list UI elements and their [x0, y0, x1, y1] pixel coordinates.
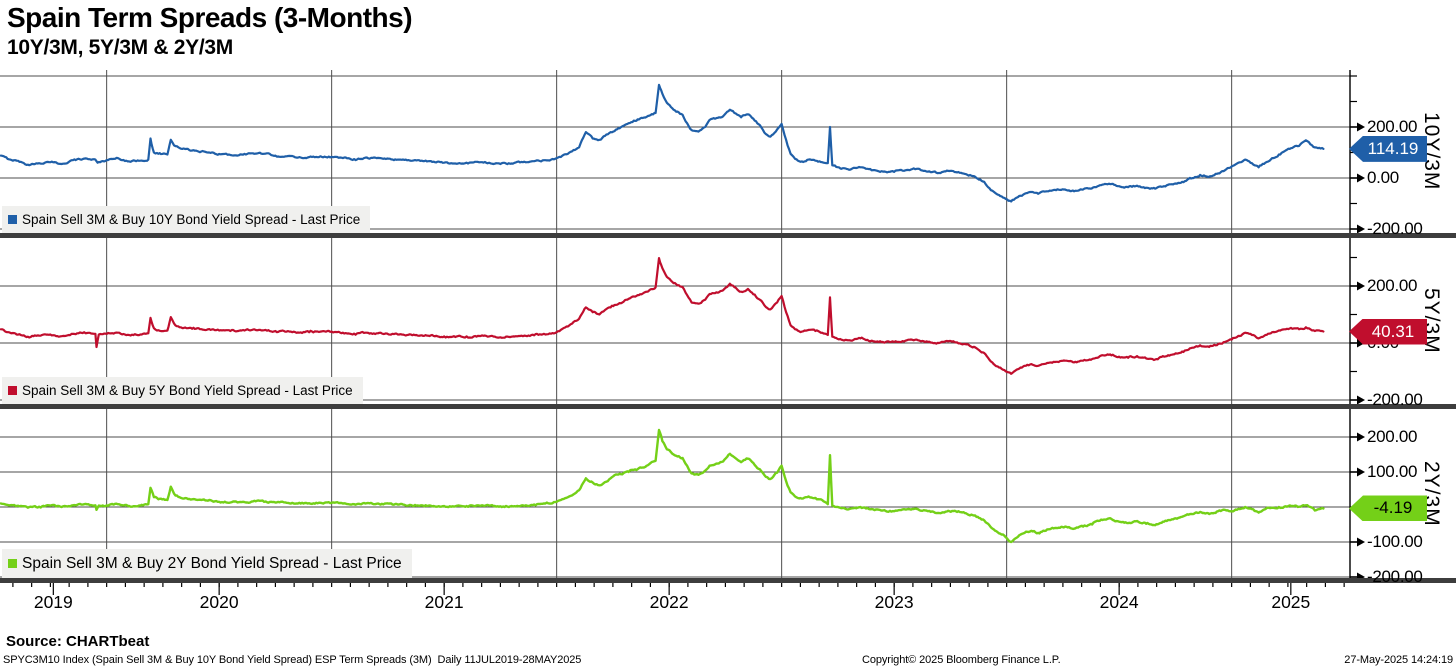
last-price-badge-10y3m: 114.19 [1349, 135, 1427, 162]
timestamp: 27-May-2025 14:24:19 [1344, 654, 1453, 666]
x-axis-ticks [12, 583, 1345, 595]
copyright-notice: Copyright© 2025 Bloomberg Finance L.P. [862, 654, 1061, 666]
x-axis-year-2022: 2022 [649, 592, 689, 612]
axis-tick-label-2y3m: -200.00 [1367, 567, 1423, 586]
axis-tick-label-2y3m: 100.00 [1367, 462, 1418, 481]
legend-10y3m: Spain Sell 3M & Buy 10Y Bond Yield Sprea… [2, 206, 371, 233]
source-label: Source: CHARTbeat [6, 633, 150, 650]
legend-2y3m: Spain Sell 3M & Buy 2Y Bond Yield Spread… [2, 549, 412, 578]
panel-separator-2 [0, 404, 1456, 409]
page-subtitle: 10Y/3M, 5Y/3M & 2Y/3M [7, 36, 233, 59]
legend-label-2y3m: Spain Sell 3M & Buy 2Y Bond Yield Spread… [22, 554, 402, 572]
axis-tick-label-2y3m: 200.00 [1367, 427, 1418, 446]
axis-tick-label-2y3m: -100.00 [1367, 532, 1423, 551]
last-price-badge-2y3m: -4.19 [1349, 495, 1427, 522]
legend-label-10y3m: Spain Sell 3M & Buy 10Y Bond Yield Sprea… [22, 212, 361, 227]
last-price-badge-5y3m: 40.31 [1349, 318, 1427, 345]
x-axis-year-2025: 2025 [1271, 592, 1311, 612]
x-axis-year-2023: 2023 [874, 592, 914, 612]
panel-separator-1 [0, 233, 1456, 238]
panel-2y3m-plot [0, 409, 1365, 578]
page-title: Spain Term Spreads (3-Months) [7, 2, 413, 33]
panel-5y3m-plot [0, 238, 1365, 404]
axis-tick-label-5y3m: -200.00 [1367, 390, 1423, 409]
x-axis-year-2021: 2021 [424, 592, 464, 612]
legend-swatch-5y3m [8, 386, 17, 395]
ticker-description: SPYC3M10 Index (Spain Sell 3M & Buy 10Y … [3, 654, 582, 666]
legend-swatch-10y3m [8, 215, 17, 224]
axis-name-10y3m: 10Y/3M [1420, 112, 1443, 191]
legend-label-5y3m: Spain Sell 3M & Buy 5Y Bond Yield Spread… [22, 383, 353, 398]
x-axis-year-2024: 2024 [1099, 592, 1139, 612]
legend-5y3m: Spain Sell 3M & Buy 5Y Bond Yield Spread… [2, 377, 363, 404]
bottom-axis-bar [0, 578, 1456, 583]
axis-tick-label-10y3m: 0.00 [1367, 168, 1399, 187]
x-axis-year-2019: 2019 [33, 592, 73, 612]
axis-tick-label-5y3m: 200.00 [1367, 276, 1418, 295]
axis-tick-label-10y3m: 200.00 [1367, 117, 1418, 136]
x-axis-year-2020: 2020 [199, 592, 239, 612]
axis-tick-label-10y3m: -200.00 [1367, 219, 1423, 238]
legend-swatch-2y3m [8, 559, 17, 568]
